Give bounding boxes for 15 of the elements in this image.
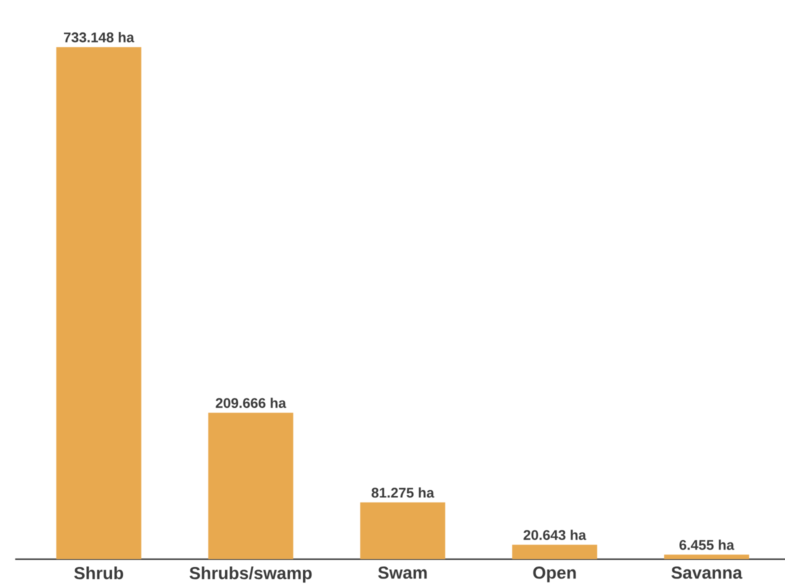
x-tick-label: Shrubs/swamp [190,566,312,583]
data-label: 81.275 ha [372,487,434,498]
bar [56,47,142,560]
bar [664,554,750,560]
x-tick-label: Swam [378,566,427,579]
x-tick-label: Shrub [74,566,124,580]
bar [360,502,446,560]
data-label: 733.148 ha [64,32,134,42]
x-tick-label: Savanna [671,566,742,579]
data-label: 6.455 ha [679,540,734,550]
data-label: 209.666 ha [216,398,286,408]
data-label: 20.643 ha [524,530,586,540]
x-tick-label: Open [533,566,576,582]
bar [208,412,294,560]
bar [512,544,598,560]
